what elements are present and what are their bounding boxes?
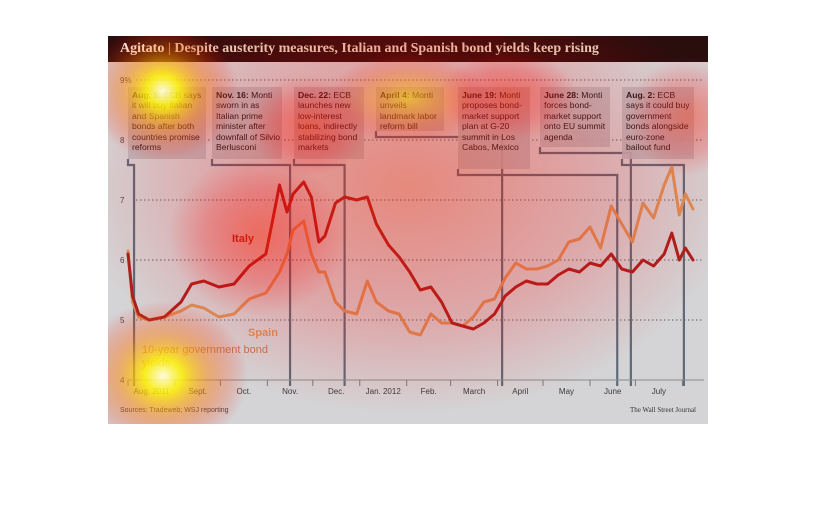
event-date: Aug. 5: — [132, 90, 162, 100]
event-date: Aug. 2: — [626, 90, 656, 100]
x-tick-label: Oct. — [237, 387, 252, 396]
y-tick-label: 8 — [120, 136, 125, 145]
y-tick-label: 4 — [120, 376, 125, 385]
y-tick-label: 7 — [120, 196, 125, 205]
chart-subtitle-line1: 10-year government bond — [142, 344, 268, 356]
x-tick-label: March — [463, 387, 485, 396]
title-separator: | — [167, 41, 171, 56]
event-annotation: Dec. 22: ECB launches new low-interest l… — [298, 90, 362, 152]
y-tick-label: 9% — [120, 76, 132, 85]
event-date: June 19: — [462, 90, 497, 100]
x-tick-label: Aug. 2011 — [134, 387, 170, 396]
source-note: Sources: Tradeweb; WSJ reporting — [120, 407, 229, 414]
event-date: June 28: — [544, 90, 579, 100]
event-drop-line — [374, 131, 504, 386]
event-annotation: Nov. 16: Monti sworn in as Italian prime… — [216, 90, 280, 152]
event-drop-line — [456, 169, 619, 386]
event-markers — [126, 87, 694, 386]
series-label-spain: Spain — [248, 327, 278, 339]
x-tick-label: April — [512, 387, 528, 396]
event-date: April 4: — [380, 90, 410, 100]
series-line-spain — [126, 165, 695, 337]
y-tick-label: 6 — [120, 256, 125, 265]
chart-subtitle-line2: yields — [142, 357, 171, 369]
x-tick-label: Dec. — [328, 387, 344, 396]
chart-figure: 4 5 6 7 8 9% Aug. 2011 Sept. Oct. Nov. Dec. Jan. 20… — [108, 36, 708, 424]
credit: The Wall Street Journal — [630, 406, 696, 414]
event-annotation: Aug. 5: ECB says it will buy Italian and… — [132, 90, 204, 152]
x-tick-label: June — [604, 387, 622, 396]
series-lines — [126, 165, 695, 337]
x-tick-label: May — [559, 387, 574, 396]
event-annotation: Aug. 2: ECB says it could buy government… — [626, 90, 692, 152]
title-bar: Agitato | Despite austerity measures, It… — [108, 36, 708, 62]
event-annotation: June 28: Monti forces bond-market suppor… — [544, 90, 608, 142]
x-tick-label: Feb. — [421, 387, 437, 396]
series-label-italy: Italy — [232, 233, 255, 245]
x-tick-label: Jan. 2012 — [366, 387, 402, 396]
series-line-italy — [126, 180, 695, 331]
x-tick-label: Nov. — [282, 387, 298, 396]
y-tick-label: 5 — [120, 316, 125, 325]
title-main: Agitato — [120, 41, 165, 56]
chart-title: Agitato | Despite austerity measures, It… — [120, 41, 599, 57]
event-date: Dec. 22: — [298, 90, 331, 100]
x-tick-label: Sept. — [188, 387, 207, 396]
event-annotation: June 19: Monti proposes bond-market supp… — [462, 90, 528, 152]
x-tick-label: July — [652, 387, 666, 396]
event-date: Nov. 16: — [216, 90, 249, 100]
event-annotation: April 4: Monti unveils landmark labor re… — [380, 90, 442, 132]
title-text: Despite austerity measures, Italian and … — [174, 41, 599, 56]
